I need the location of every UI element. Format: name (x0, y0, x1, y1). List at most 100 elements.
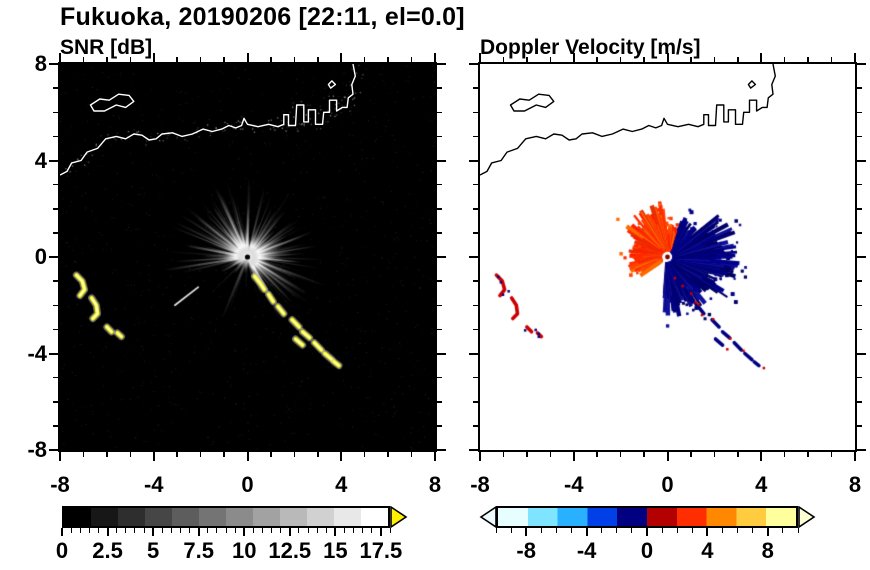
snr-colorbar-tick (161, 528, 163, 533)
y-axis-tick (857, 87, 862, 89)
snr-colorbar-tick (143, 528, 145, 533)
y-axis-tick (473, 183, 478, 186)
velocity-colorbar-tick (555, 528, 557, 533)
snr-colorbar-label: 2.5 (92, 538, 123, 563)
x-axis-tick (223, 57, 225, 62)
snr-colorbar-right-arrow-icon (390, 506, 408, 528)
snr-colorbar-label: 0 (55, 538, 69, 563)
snr-colorbar-tick (379, 528, 382, 536)
snr-colorbar-tick (134, 528, 136, 533)
snr-colorbar-tick (70, 528, 72, 533)
y-axis-tick (473, 328, 478, 331)
y-axis-tick (857, 135, 862, 138)
velocity-colorbar-tick (737, 528, 739, 533)
x-axis-tick (643, 452, 645, 457)
x-axis-tick (434, 452, 436, 461)
y-axis-tick (437, 183, 442, 186)
snr-colorbar-tick (371, 528, 373, 533)
y-axis-tick (857, 183, 862, 186)
y-axis-tick (437, 280, 442, 282)
velocity-colorbar-tick (540, 528, 542, 533)
velocity-colorbar-tick (691, 528, 693, 533)
x-axis-tick (666, 53, 669, 62)
snr-colorbar-label: 10 (231, 538, 257, 563)
x-axis-tick (59, 53, 61, 62)
snr-colorbar-tick (216, 528, 218, 533)
snr-colorbar-tick (307, 528, 309, 533)
x-axis-tick (690, 452, 692, 457)
x-axis-tick (293, 57, 296, 62)
y-axis-tick (53, 232, 58, 234)
x-tick-label: 0 (661, 472, 674, 497)
x-axis-tick (737, 452, 739, 457)
x-axis-tick (807, 452, 809, 457)
y-axis-tick (53, 328, 58, 331)
x-axis-tick (152, 53, 155, 62)
x-axis-tick (340, 452, 343, 461)
y-axis-tick (437, 352, 446, 355)
y-axis-tick (437, 304, 442, 306)
y-axis-tick (53, 401, 58, 403)
snr-colorbar-tick (316, 528, 318, 533)
y-axis-tick (469, 159, 478, 162)
y-axis-tick (857, 256, 866, 258)
y-axis-tick (857, 280, 862, 282)
snr-colorbar-tick (152, 528, 155, 536)
velocity-colorbar-tick (585, 528, 588, 536)
y-axis-tick (437, 401, 442, 403)
snr-colorbar-tick (125, 528, 127, 533)
y-axis-tick (437, 328, 442, 331)
x-axis-tick (410, 452, 413, 457)
x-axis-tick (619, 57, 622, 62)
x-axis-tick (223, 452, 225, 457)
snr-panel-title: SNR [dB] (60, 36, 153, 59)
snr-colorbar-tick (334, 528, 337, 536)
x-axis-tick (317, 452, 319, 457)
x-tick-label: 8 (428, 472, 442, 497)
x-axis-tick (619, 452, 622, 457)
x-axis-tick (596, 57, 598, 62)
velocity-colorbar-tick (782, 528, 784, 533)
coastline-path (480, 64, 776, 176)
y-axis-tick (857, 449, 866, 451)
y-axis-tick (53, 87, 58, 89)
y-axis-tick (857, 328, 862, 331)
y-axis-tick (49, 449, 58, 451)
velocity-colorbar-tick (616, 528, 618, 533)
x-axis-tick (713, 57, 716, 62)
x-axis-tick (410, 57, 413, 62)
y-tick-label: -8 (27, 437, 47, 462)
snr-colorbar-tick (389, 528, 391, 533)
velocity-colorbar-tick (525, 528, 528, 536)
velocity-colorbar-label: 0 (640, 538, 654, 563)
velocity-panel-title: Doppler Velocity [m/s] (480, 36, 701, 59)
coastline-path (60, 64, 356, 176)
snr-colorbar-label: 5 (146, 538, 160, 563)
x-axis-tick (572, 452, 575, 461)
y-axis-tick (53, 425, 58, 427)
coastline-path (327, 80, 337, 89)
y-axis-tick (437, 87, 442, 89)
y-axis-tick (437, 135, 442, 138)
x-axis-tick (737, 57, 739, 62)
x-tick-label: 0 (241, 472, 254, 497)
y-axis-tick (437, 256, 446, 258)
x-axis-tick (246, 53, 249, 62)
snr-colorbar-tick (207, 528, 209, 533)
y-axis-tick (857, 401, 862, 403)
coastline-overlay-snr (60, 64, 356, 176)
x-axis-tick (176, 452, 178, 457)
y-axis-tick (49, 256, 58, 258)
velocity-colorbar-tick (646, 528, 648, 536)
x-axis-tick (596, 452, 598, 457)
y-axis-tick (437, 63, 446, 65)
snr-colorbar (62, 506, 390, 528)
x-axis-tick (713, 452, 716, 457)
x-axis-tick (199, 57, 202, 62)
y-axis-tick (473, 280, 478, 282)
x-axis-tick (59, 452, 61, 461)
velocity-colorbar-label: 4 (701, 538, 714, 563)
y-axis-tick (473, 401, 478, 403)
x-axis-tick (479, 452, 481, 461)
x-axis-tick (317, 57, 319, 62)
